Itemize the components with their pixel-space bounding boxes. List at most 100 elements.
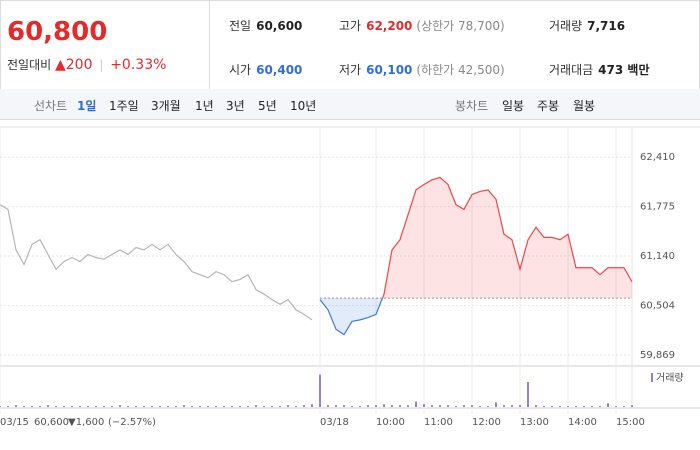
x-tick-label: 13:00 (520, 417, 549, 428)
volume-bar (215, 406, 217, 407)
footer-change: ▼1,600 (68, 417, 104, 428)
volume-bar (55, 406, 57, 407)
stat-note: (상한가 78,700) (416, 19, 505, 33)
tab[interactable]: 1일 (77, 99, 97, 113)
volume-bar (111, 406, 113, 407)
volume-bar (447, 405, 449, 407)
volume-bar (631, 405, 633, 407)
tab[interactable]: 일봉 (502, 99, 525, 113)
x-tick-label: 03/15 (0, 417, 29, 428)
volume-bar (343, 405, 345, 407)
volume-bar (295, 406, 297, 407)
x-tick-label: 11:00 (424, 417, 453, 428)
volume-bar (47, 405, 49, 407)
stat-label: 거래량 (549, 19, 583, 33)
y-tick-label: 59,869 (640, 350, 675, 361)
volume-bar (95, 406, 97, 407)
volume-bar (279, 406, 281, 407)
x-tick-label: 12:00 (472, 417, 501, 428)
x-tick-label: 14:00 (568, 417, 597, 428)
stat-label: 거래대금 (549, 63, 594, 77)
change: ▲200 (55, 57, 93, 73)
change-rate: +0.33% (110, 57, 167, 73)
volume-bar (255, 405, 257, 407)
tab[interactable]: 1주일 (109, 99, 139, 113)
y-tick-label: 61,140 (640, 251, 675, 262)
stat-value: 7,716 (587, 19, 626, 33)
tab[interactable]: 3개월 (151, 99, 181, 113)
volume-bar (39, 406, 41, 407)
volume-bar (615, 406, 617, 407)
footer-rate: (−2.57%) (108, 417, 156, 428)
volume-bar (207, 406, 209, 407)
stat-label: 고가 (339, 19, 362, 33)
volume-bar (575, 406, 577, 407)
volume-bar (527, 382, 529, 407)
price-box: 60,800 전일대비 ▲200 | +0.33% (1, 1, 210, 89)
tab[interactable]: 5년 (258, 99, 277, 113)
stat-value: 60,400 (256, 63, 303, 77)
volume-bar (319, 374, 321, 407)
tab[interactable]: 3년 (226, 99, 245, 113)
volume-bar (311, 404, 313, 407)
volume-bar (519, 405, 521, 407)
price-line-down (319, 298, 384, 336)
volume-bar (119, 405, 121, 407)
volume-bar (567, 406, 569, 407)
stat-label: 저가 (339, 63, 362, 77)
price-line (0, 204, 313, 321)
legend-swatch (651, 373, 653, 382)
volume-bar (239, 406, 241, 407)
current-price: 60,800 (7, 17, 108, 47)
price-area-down (320, 298, 383, 335)
stat: 거래량 7,716 (549, 17, 625, 34)
tab[interactable]: 월봉 (573, 99, 596, 113)
stat-value: 473 백만 (598, 63, 650, 77)
volume-bar (23, 406, 25, 407)
volume-bar (415, 401, 417, 407)
volume-bar (199, 406, 201, 407)
tab[interactable]: 1년 (195, 99, 214, 113)
volume-bar (487, 406, 489, 407)
volume-bar (263, 406, 265, 407)
stat: 전일 60,600 (229, 17, 302, 34)
tab: 선차트 (34, 99, 68, 113)
volume-bar (7, 406, 9, 407)
volume-bar (303, 405, 305, 407)
volume-bar (63, 406, 65, 407)
volume-bar (271, 406, 273, 407)
volume-bar (551, 406, 553, 407)
stat-label: 전일 (229, 19, 252, 33)
volume-bar (599, 406, 601, 407)
y-tick-label: 60,504 (640, 301, 675, 312)
volume-bar (559, 406, 561, 407)
volume-bar (351, 406, 353, 407)
volume-bar (287, 405, 289, 407)
y-tick-label: 62,410 (640, 152, 675, 163)
volume-bar (543, 406, 545, 407)
volume-bar (367, 405, 369, 407)
volume-bar (399, 405, 401, 407)
volume-bar (0, 406, 1, 407)
volume-bar (167, 406, 169, 407)
volume-bar (87, 406, 89, 407)
volume-bar (183, 405, 185, 407)
volume-bar (231, 406, 233, 407)
stat: 고가 62,200 (상한가 78,700) (339, 17, 505, 34)
tab[interactable]: 10년 (290, 99, 317, 113)
volume-bar (71, 406, 73, 407)
volume-bar (327, 405, 329, 407)
change-label: 전일대비 (7, 58, 52, 72)
volume-bar (359, 406, 361, 407)
quote-header: 60,800 전일대비 ▲200 | +0.33% 전일 60,600 고가 62,… (0, 0, 700, 90)
volume-bar (375, 405, 377, 407)
tab[interactable]: 주봉 (537, 99, 560, 113)
volume-bar (159, 406, 161, 407)
volume-bar (103, 406, 105, 407)
volume-bar (247, 406, 249, 407)
volume-bar (79, 406, 81, 407)
volume-bar (455, 406, 457, 407)
volume-bar (471, 405, 473, 407)
change-row: 전일대비 ▲200 | +0.33% (7, 56, 166, 73)
